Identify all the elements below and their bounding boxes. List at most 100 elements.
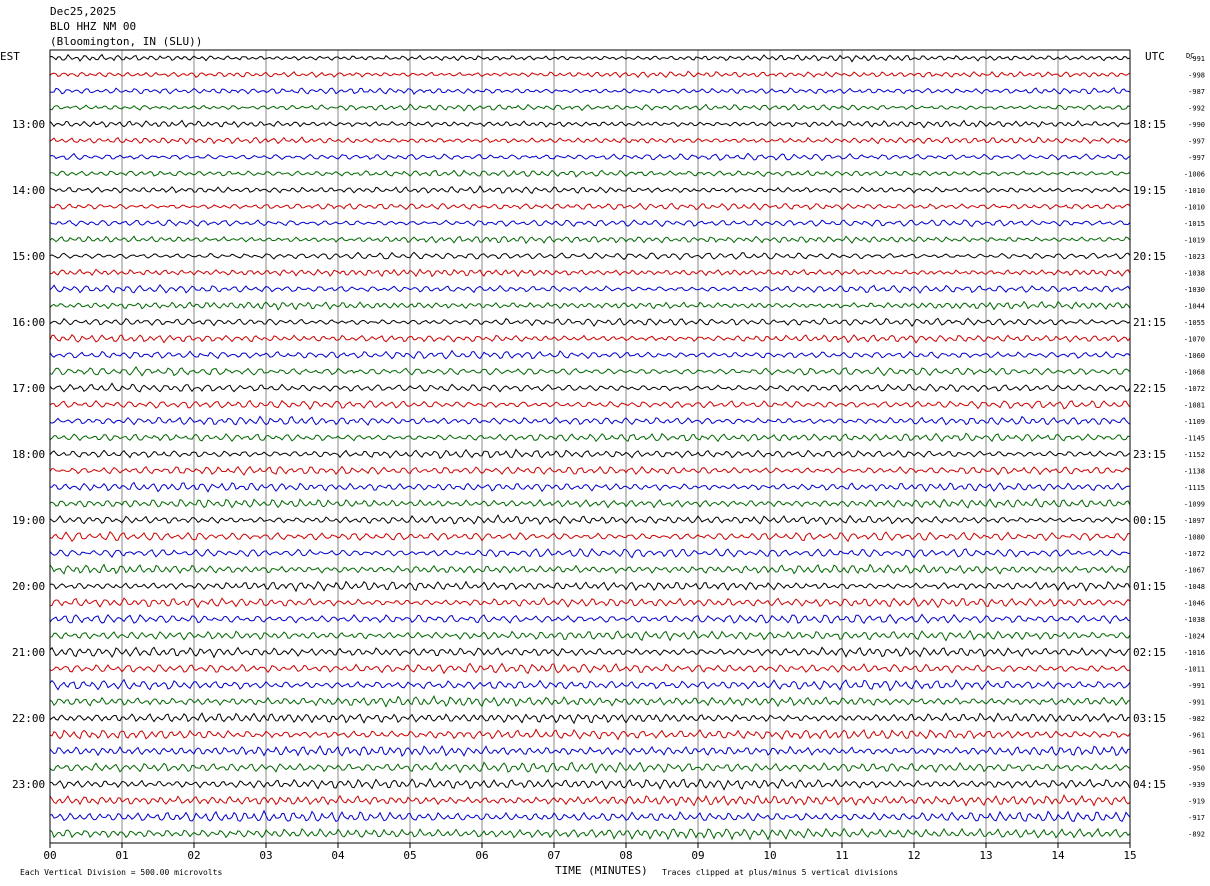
dc-offset-label: -1081 — [1184, 402, 1205, 410]
seismic-trace — [49, 695, 1131, 708]
x-tick-label: 08 — [619, 849, 632, 862]
dc-offset-label: -1044 — [1184, 303, 1205, 311]
dc-offset-label: -1048 — [1184, 583, 1205, 591]
seismic-trace — [49, 399, 1131, 411]
dc-offset-label: -987 — [1188, 88, 1205, 96]
dc-offset-label: -1055 — [1184, 319, 1205, 327]
right-hour-label: 20:15 — [1133, 250, 1166, 263]
left-hour-label: 19:00 — [12, 514, 45, 527]
x-tick-label: 06 — [475, 849, 488, 862]
x-tick-label: 10 — [763, 849, 776, 862]
seismic-trace — [49, 809, 1131, 823]
dc-offset-label: -1097 — [1184, 517, 1205, 525]
dc-offset-label: -1011 — [1184, 666, 1205, 674]
seismic-trace — [49, 365, 1131, 377]
x-tick-label: 07 — [547, 849, 560, 862]
right-hour-label: 02:15 — [1133, 646, 1166, 659]
dc-offset-label: -1060 — [1184, 352, 1205, 360]
dc-offset-label: -919 — [1188, 798, 1205, 806]
dc-offset-label: -982 — [1188, 715, 1205, 723]
seismic-trace — [49, 481, 1131, 493]
seismic-trace — [49, 613, 1131, 625]
dc-offset-labels: -991 -998 -987 -992 -990 -997 -997 -1006 -1010 -1… — [1184, 55, 1205, 839]
left-hour-label: 22:00 — [12, 712, 45, 725]
dc-offset-label: -1038 — [1184, 270, 1205, 278]
x-tick-label: 04 — [331, 849, 345, 862]
seismic-trace — [49, 169, 1131, 178]
seismic-trace — [49, 777, 1131, 791]
dc-offset-label: -997 — [1188, 138, 1205, 146]
seismic-trace — [49, 448, 1131, 460]
seismic-trace — [50, 662, 1131, 675]
seismic-trace — [49, 119, 1131, 129]
seismic-trace — [49, 793, 1131, 807]
dc-offset-label: -1099 — [1184, 501, 1205, 509]
right-hour-label: 00:15 — [1133, 514, 1166, 527]
seismic-trace — [49, 432, 1131, 443]
right-hour-labels: 18:15 19:15 20:15 21:15 22:15 23:15 00:15 01:15… — [1133, 118, 1166, 791]
dc-offset-label: -991 — [1188, 55, 1205, 63]
dc-offset-label: -939 — [1188, 781, 1205, 789]
seismic-trace — [49, 498, 1131, 509]
seismic-trace — [49, 251, 1131, 261]
scale-note: Each Vertical Division = 500.00 microvol… — [20, 868, 222, 877]
minute-grid — [121, 50, 1059, 843]
station-code: BLO HHZ NM 00 — [50, 20, 137, 33]
dc-offset-label: -1068 — [1184, 369, 1205, 377]
seismic-trace — [49, 185, 1131, 195]
seismic-trace — [49, 728, 1131, 741]
dc-offset-label: -1115 — [1184, 484, 1205, 492]
x-tick-label: 03 — [259, 849, 272, 862]
seismic-trace — [49, 761, 1131, 775]
left-hour-label: 20:00 — [12, 580, 45, 593]
dc-offset-label: -998 — [1188, 72, 1205, 80]
seismic-trace — [49, 415, 1131, 426]
dc-offset-label: -1038 — [1184, 616, 1205, 624]
seismic-trace — [49, 530, 1131, 543]
dc-offset-label: -1006 — [1184, 171, 1205, 179]
seismic-trace — [49, 349, 1131, 360]
seismic-trace — [49, 284, 1131, 294]
seismic-trace — [49, 300, 1131, 311]
right-hour-label: 18:15 — [1133, 118, 1166, 131]
right-timezone-label: UTC — [1145, 50, 1165, 63]
x-tick-label: 00 — [43, 849, 56, 862]
seismic-trace — [49, 548, 1131, 559]
seismic-trace — [49, 202, 1131, 211]
dc-offset-label: -1072 — [1184, 550, 1205, 558]
x-tick-label: 14 — [1051, 849, 1065, 862]
dc-offset-label: -992 — [1188, 105, 1205, 113]
dc-offset-label: -961 — [1188, 732, 1205, 740]
dc-offset-label: -1030 — [1184, 286, 1205, 294]
left-hour-label: 17:00 — [12, 382, 45, 395]
x-tick-label: 01 — [115, 849, 128, 862]
dc-offset-label: -961 — [1188, 748, 1205, 756]
dc-offset-label: -1070 — [1184, 336, 1205, 344]
left-hour-label: 15:00 — [12, 250, 45, 263]
left-hour-label: 14:00 — [12, 184, 45, 197]
right-hour-label: 04:15 — [1133, 778, 1166, 791]
seismic-trace — [49, 87, 1131, 95]
x-axis-ticks: 00 01 02 03 04 05 06 07 08 09 10 11 12 13 14 15 — [43, 843, 1137, 862]
left-hour-label: 21:00 — [12, 646, 45, 659]
seismic-trace — [49, 70, 1131, 79]
right-hour-label: 23:15 — [1133, 448, 1166, 461]
x-tick-label: 12 — [907, 849, 920, 862]
right-hour-label: 22:15 — [1133, 382, 1166, 395]
right-hour-label: 01:15 — [1133, 580, 1166, 593]
seismic-trace — [49, 268, 1131, 278]
left-hour-label: 16:00 — [12, 316, 45, 329]
dc-offset-label: -991 — [1188, 682, 1205, 690]
dc-offset-label: -1046 — [1184, 600, 1205, 608]
dc-offset-label: -1152 — [1184, 451, 1205, 459]
plot-date: Dec25,2025 — [50, 5, 117, 18]
dc-offset-label: -991 — [1188, 699, 1205, 707]
x-tick-label: 11 — [835, 849, 848, 862]
seismic-trace — [49, 514, 1131, 526]
dc-offset-label: -1015 — [1184, 220, 1205, 228]
seismic-trace — [49, 745, 1131, 757]
dc-offset-label: -1067 — [1184, 567, 1205, 575]
left-hour-labels: 13:00 14:00 15:00 16:00 17:00 18:00 19:00 20:00… — [12, 118, 45, 791]
right-hour-label: 03:15 — [1133, 712, 1166, 725]
dc-offset-label: -892 — [1188, 831, 1205, 839]
